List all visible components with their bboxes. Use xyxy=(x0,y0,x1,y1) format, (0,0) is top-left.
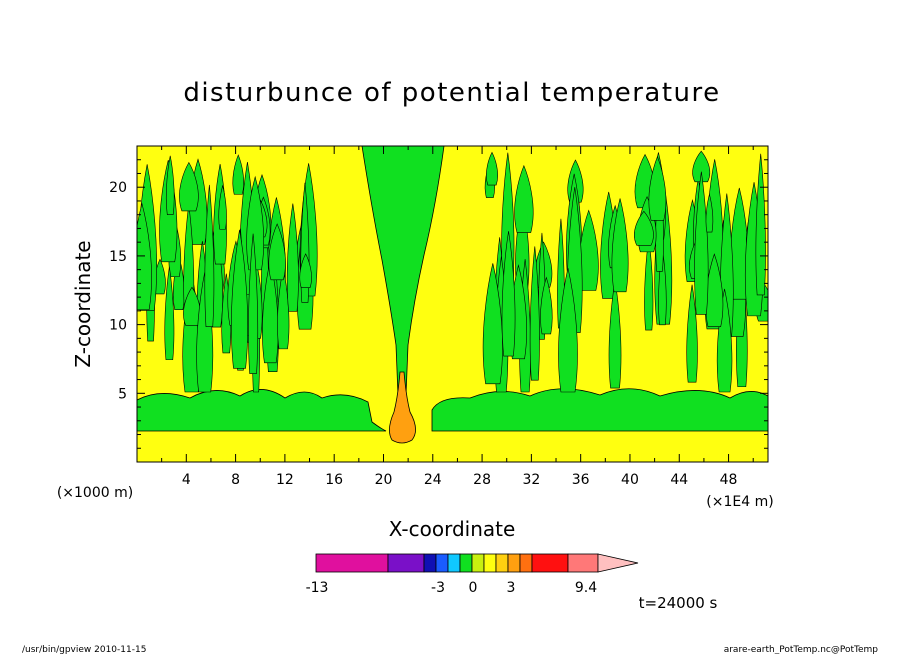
colorbar-segment xyxy=(483,553,497,573)
colorbar-segment xyxy=(423,553,437,573)
contour-cell xyxy=(232,154,245,195)
colorbar: -13 -3 0 3 9.4 xyxy=(306,553,639,596)
contour-cell xyxy=(248,233,259,374)
footer-left: /usr/bin/gpview 2010-11-15 xyxy=(22,645,146,654)
x-tick-label: 24 xyxy=(424,472,442,488)
contour-cell xyxy=(686,284,698,383)
contour-cell xyxy=(755,153,766,296)
colorbar-segment xyxy=(471,553,485,573)
x-axis: 4 8 12 16 20 24 28 32 36 40 44 48 xyxy=(136,146,754,488)
contour-cell xyxy=(514,164,534,233)
colorbar-segment xyxy=(435,553,449,573)
chart-title: disturbunce of potential temperature xyxy=(183,78,720,108)
field-contours xyxy=(137,146,768,444)
contour-cell xyxy=(611,198,629,293)
colorbar-arrow xyxy=(597,553,639,573)
x-tick-label: 16 xyxy=(325,472,343,488)
y-axis: 5 10 15 20 xyxy=(109,159,768,449)
contour-cell xyxy=(179,161,199,212)
contour-cell xyxy=(268,223,286,281)
x-axis-label: X-coordinate xyxy=(389,517,516,541)
contour-cell xyxy=(634,210,654,246)
colorbar-label: 3 xyxy=(507,580,516,596)
contour-cell xyxy=(529,246,540,381)
x-tick-label: 48 xyxy=(720,472,738,488)
colorbar-segment xyxy=(315,553,389,573)
plot-frame xyxy=(136,145,769,463)
y-axis-label: Z-coordinate xyxy=(71,240,95,367)
y-tick-label: 20 xyxy=(109,180,127,196)
contour-cell xyxy=(246,175,264,271)
x-unit-right: (×1E4 m) xyxy=(706,494,773,510)
contour-cell xyxy=(540,276,553,335)
contour-cell xyxy=(501,231,516,357)
contour-cell xyxy=(705,193,714,233)
colorbar-segment xyxy=(387,553,425,573)
colorbar-segment xyxy=(507,553,521,573)
x-tick-label: 40 xyxy=(621,472,639,488)
x-tick-label: 28 xyxy=(473,472,491,488)
colorbar-label: -13 xyxy=(306,580,329,596)
contour-cell xyxy=(204,184,215,328)
contour-cell xyxy=(692,150,711,183)
colorbar-label: 9.4 xyxy=(575,580,597,596)
colorbar-segment xyxy=(495,553,509,573)
x-tick-label: 4 xyxy=(182,472,191,488)
colorbar-segment xyxy=(519,553,533,573)
colorbar-label: -3 xyxy=(431,580,445,596)
contour-cell xyxy=(299,253,312,289)
y-tick-label: 10 xyxy=(109,318,127,334)
x-tick-label: 12 xyxy=(276,472,294,488)
time-label: t=24000 s xyxy=(639,594,718,612)
colorbar-segment xyxy=(567,553,599,573)
contour-cell xyxy=(694,171,709,315)
footer-right: arare-earth_PotTemp.nc@PotTemp xyxy=(724,645,879,654)
x-tick-label: 32 xyxy=(522,472,540,488)
contour-cell xyxy=(286,203,299,312)
colorbar-label: 0 xyxy=(469,580,478,596)
x-unit-left: (×1000 m) xyxy=(57,485,133,501)
contour-band xyxy=(137,389,387,432)
x-tick-label: 44 xyxy=(670,472,688,488)
x-tick-label: 20 xyxy=(375,472,393,488)
x-tick-label: 8 xyxy=(231,472,240,488)
colorbar-segment xyxy=(531,553,569,573)
y-tick-label: 5 xyxy=(118,386,127,402)
colorbar-segment xyxy=(459,553,473,573)
y-tick-label: 15 xyxy=(109,249,127,265)
contour-cell xyxy=(648,155,667,221)
x-tick-label: 36 xyxy=(572,472,590,488)
contour-core xyxy=(389,371,416,444)
contour-cell xyxy=(486,151,498,186)
contour-cell xyxy=(164,266,175,361)
contour-cell xyxy=(231,229,249,369)
colorbar-segment xyxy=(447,553,461,573)
contour-band xyxy=(431,388,768,432)
contour-cell xyxy=(558,268,578,393)
plot-area xyxy=(137,146,768,462)
contour-cell xyxy=(218,184,227,230)
contour-cell xyxy=(165,155,175,216)
contour-cell xyxy=(482,263,503,385)
